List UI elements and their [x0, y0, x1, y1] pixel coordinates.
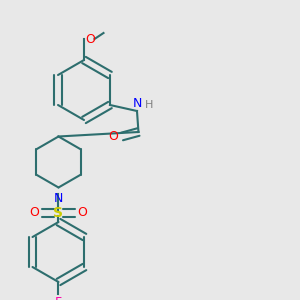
Text: O: O	[85, 32, 95, 46]
Text: F: F	[55, 296, 62, 300]
Text: N: N	[54, 192, 63, 205]
Text: O: O	[77, 206, 87, 220]
Text: N: N	[132, 97, 142, 110]
Text: H: H	[145, 100, 153, 110]
Text: O: O	[109, 130, 118, 143]
Text: O: O	[30, 206, 40, 220]
Text: S: S	[53, 206, 64, 220]
